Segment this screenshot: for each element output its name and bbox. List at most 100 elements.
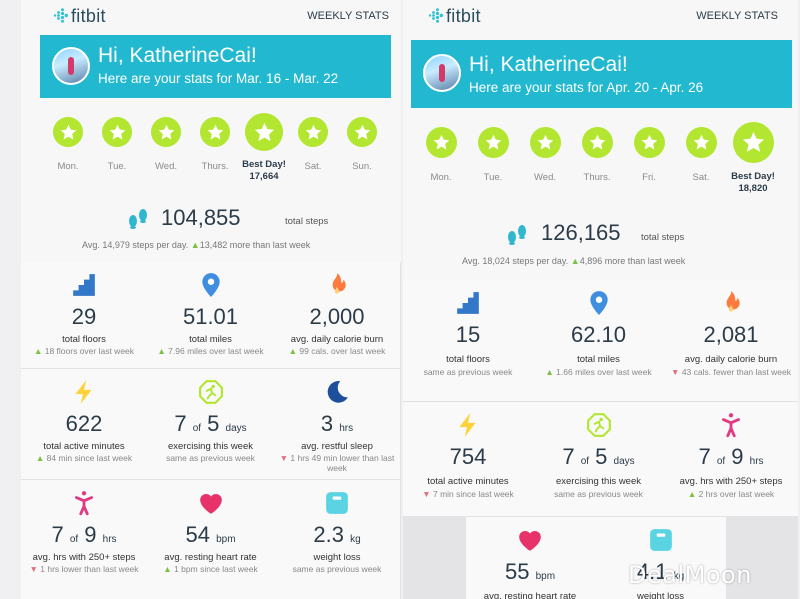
stat-label: exercising this week (555, 476, 641, 487)
stat-change: ▲ 7.96 miles over last week (151, 346, 270, 356)
fitbit-logo[interactable]: fitbit (428, 6, 481, 27)
avatar[interactable] (52, 47, 90, 85)
day-wed[interactable]: Wed. (519, 127, 571, 183)
stat-change-text: 1 hrs lower than last week (40, 564, 139, 574)
stat-tile-scale[interactable]: 2.3 kg weight loss same as previous week (274, 480, 401, 599)
exercise-icon (533, 412, 664, 438)
stat-change: same as previous week (407, 367, 529, 377)
stat-value: 7 of 5 days (147, 411, 274, 437)
stat-label: avg. restful sleep (301, 441, 373, 452)
stat-tile-flame[interactable]: 2,081 avg. daily calorie burn ▼ 43 cals. f… (664, 280, 798, 402)
stat-number: 7 (51, 522, 64, 547)
day-name: Fri. (642, 172, 656, 183)
stat-tile-lightning[interactable]: 754 total active minutes ▼ 7 min since las… (403, 402, 534, 517)
stat-change: ▼ 1 hrs lower than last week (25, 564, 143, 574)
day-thurs[interactable]: Thurs. (571, 127, 623, 183)
day-label: Tue. (93, 161, 141, 172)
day-fri[interactable]: Fri. (623, 127, 675, 183)
weekly-stats-link[interactable]: WEEKLY STATS (696, 10, 778, 22)
greeting-text: Hi, KatherineCai! (98, 44, 257, 67)
stat-number: 2,000 (309, 304, 365, 329)
weekly-stats-link[interactable]: WEEKLY STATS (307, 10, 389, 22)
steps-delta-text: 13,482 more than last week (199, 240, 311, 250)
fitbit-logo[interactable]: fitbit (53, 6, 106, 27)
day-name: Wed. (533, 172, 556, 183)
stat-unit: days (613, 456, 635, 467)
stat-label: avg. resting heart rate (164, 552, 257, 563)
day-best[interactable]: Best Day! 18,820 (727, 122, 779, 195)
day-sat[interactable]: Sat. (289, 117, 337, 172)
stat-change-text: 7 min since last week (432, 489, 514, 499)
stat-tile-heart[interactable]: 54 bpm avg. resting heart rate ▲ 1 bpm sin… (147, 480, 275, 599)
stat-label: avg. daily calorie burn (290, 334, 384, 345)
total-steps-label: total steps (285, 216, 329, 227)
day-tue[interactable]: Tue. (467, 127, 519, 183)
avatar[interactable] (423, 54, 461, 92)
day-label: Best Day! 18,820 (727, 171, 779, 195)
avg-steps-line: Avg. 18,024 steps per day. ▲4,896 more t… (462, 256, 685, 266)
day-name: Tue. (483, 172, 503, 183)
day-mon[interactable]: Mon. (44, 117, 92, 172)
stat-change-text: 1 hrs 49 min lower than last week (290, 453, 395, 473)
day-wed[interactable]: Wed. (142, 117, 190, 172)
day-mon[interactable]: Mon. (415, 127, 467, 183)
stat-tile-exercise[interactable]: 7 of 5 days exercising this week same as p… (533, 402, 665, 517)
day-thurs[interactable]: Thurs. (191, 117, 239, 172)
stat-tile-flame[interactable]: 2,000 avg. daily calorie burn ▲ 99 cals. o… (274, 262, 401, 369)
stat-number-2: 9 (84, 522, 97, 547)
stat-number-2: 5 (207, 411, 220, 436)
stat-label: avg. daily calorie burn (684, 354, 778, 365)
stat-number: 4.1 (636, 559, 668, 584)
stat-tile-location-pin[interactable]: 62.10 total miles ▲ 1.66 miles over last w… (533, 280, 665, 402)
day-tue[interactable]: Tue. (93, 117, 141, 172)
stat-tile-moon[interactable]: 3 hrs avg. restful sleep ▼ 1 hrs 49 min lo… (274, 369, 401, 480)
up-arrow-icon: ▲ (190, 240, 200, 250)
stat-label: total active minutes (43, 441, 125, 452)
stat-tile-active-person[interactable]: 7 of 9 hrs avg. hrs with 250+ steps ▼ 1 hr… (21, 480, 148, 599)
stat-tile-location-pin[interactable]: 51.01 total miles ▲ 7.96 miles over last w… (147, 262, 275, 369)
stat-value: 622 (21, 411, 147, 437)
day-name: Wed. (154, 161, 177, 172)
day-name: Sat. (692, 172, 710, 183)
day-name: Mon. (430, 172, 452, 183)
stairs-icon (21, 272, 147, 298)
day-sat[interactable]: Sat. (675, 127, 727, 183)
stat-label: total active minutes (427, 476, 509, 487)
stat-tile-heart[interactable]: 55 bpm avg. resting heart rate (465, 517, 596, 599)
stat-tile-stairs[interactable]: 15 total floors same as previous week (403, 280, 534, 402)
stat-tile-stairs[interactable]: 29 total floors ▲ 18 floors over last week (21, 262, 148, 369)
day-sun[interactable]: Sun. (338, 117, 386, 172)
stat-unit: hrs (749, 456, 764, 467)
lightning-icon (403, 412, 533, 438)
day-name: Best Day! (731, 171, 775, 182)
stat-number: 55 (504, 559, 530, 584)
stat-change: ▲ 1 bpm since last week (151, 564, 270, 574)
location-pin-icon (147, 272, 274, 298)
stat-change: ▼ 43 cals. fewer than last week (668, 367, 794, 377)
day-best[interactable]: Best Day! 17,664 (240, 113, 288, 183)
total-steps-value: 126,165 (541, 220, 621, 245)
stat-tile-exercise[interactable]: 7 of 5 days exercising this week same as p… (147, 369, 275, 480)
stat-tile-active-person[interactable]: 7 of 9 hrs avg. hrs with 250+ steps ▲ 2 hr… (664, 402, 798, 517)
avg-steps-text: Avg. 18,024 steps per day. (462, 256, 569, 266)
heart-icon (465, 527, 595, 553)
day-label: Wed. (519, 172, 571, 183)
scale-icon (274, 490, 400, 516)
day-label: Thurs. (571, 172, 623, 183)
day-label: Tue. (467, 172, 519, 183)
stat-number: 7 (698, 444, 711, 469)
footprints-icon (508, 225, 526, 245)
stat-number: 622 (65, 411, 103, 436)
stat-change: ▼ 7 min since last week (407, 489, 529, 499)
stat-change: ▲ 99 cals. over last week (278, 346, 396, 356)
stat-change-text: 7.96 miles over last week (168, 346, 264, 356)
stat-tile-lightning[interactable]: 622 total active minutes ▲ 84 min since la… (21, 369, 148, 480)
day-label: Sat. (289, 161, 337, 172)
up-arrow-icon: ▲ (687, 489, 699, 499)
location-pin-icon (533, 290, 664, 316)
stats-grid: 29 total floors ▲ 18 floors over last week… (21, 262, 401, 599)
stat-label: total miles (577, 354, 620, 365)
stat-change-text: 18 floors over last week (44, 346, 135, 356)
day-name: Sat. (304, 161, 322, 172)
stat-change: ▲ 2 hrs over last week (668, 489, 794, 499)
